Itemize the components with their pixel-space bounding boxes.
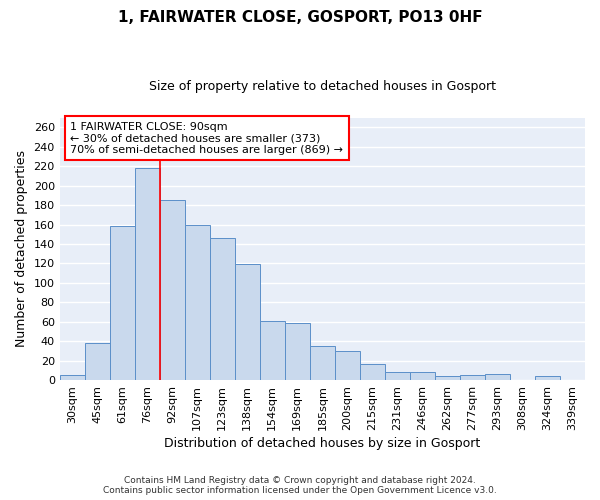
Text: 1 FAIRWATER CLOSE: 90sqm
← 30% of detached houses are smaller (373)
70% of semi-: 1 FAIRWATER CLOSE: 90sqm ← 30% of detach…	[70, 122, 343, 155]
Text: Contains HM Land Registry data © Crown copyright and database right 2024.
Contai: Contains HM Land Registry data © Crown c…	[103, 476, 497, 495]
Bar	[410, 372, 435, 380]
Bar	[485, 374, 510, 380]
Bar	[385, 372, 410, 380]
Bar	[185, 224, 210, 380]
Y-axis label: Number of detached properties: Number of detached properties	[15, 150, 28, 348]
Bar	[260, 321, 285, 380]
Bar	[85, 343, 110, 380]
Bar	[335, 351, 360, 380]
Bar	[135, 168, 160, 380]
Bar	[59, 375, 85, 380]
Bar	[235, 264, 260, 380]
Bar	[360, 364, 385, 380]
Bar	[535, 376, 560, 380]
Bar	[210, 238, 235, 380]
Bar	[435, 376, 460, 380]
X-axis label: Distribution of detached houses by size in Gosport: Distribution of detached houses by size …	[164, 437, 481, 450]
Bar	[285, 323, 310, 380]
Title: Size of property relative to detached houses in Gosport: Size of property relative to detached ho…	[149, 80, 496, 93]
Bar	[110, 226, 135, 380]
Bar	[460, 375, 485, 380]
Bar	[310, 346, 335, 380]
Bar	[160, 200, 185, 380]
Text: 1, FAIRWATER CLOSE, GOSPORT, PO13 0HF: 1, FAIRWATER CLOSE, GOSPORT, PO13 0HF	[118, 10, 482, 25]
